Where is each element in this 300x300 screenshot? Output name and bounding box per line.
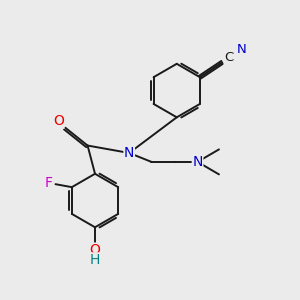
Text: O: O [53,114,64,128]
Text: C: C [224,51,233,64]
Text: F: F [45,176,53,190]
Text: N: N [124,146,134,160]
Text: N: N [236,43,246,56]
Text: O: O [90,243,101,257]
Text: H: H [90,253,100,267]
Text: N: N [192,155,203,169]
